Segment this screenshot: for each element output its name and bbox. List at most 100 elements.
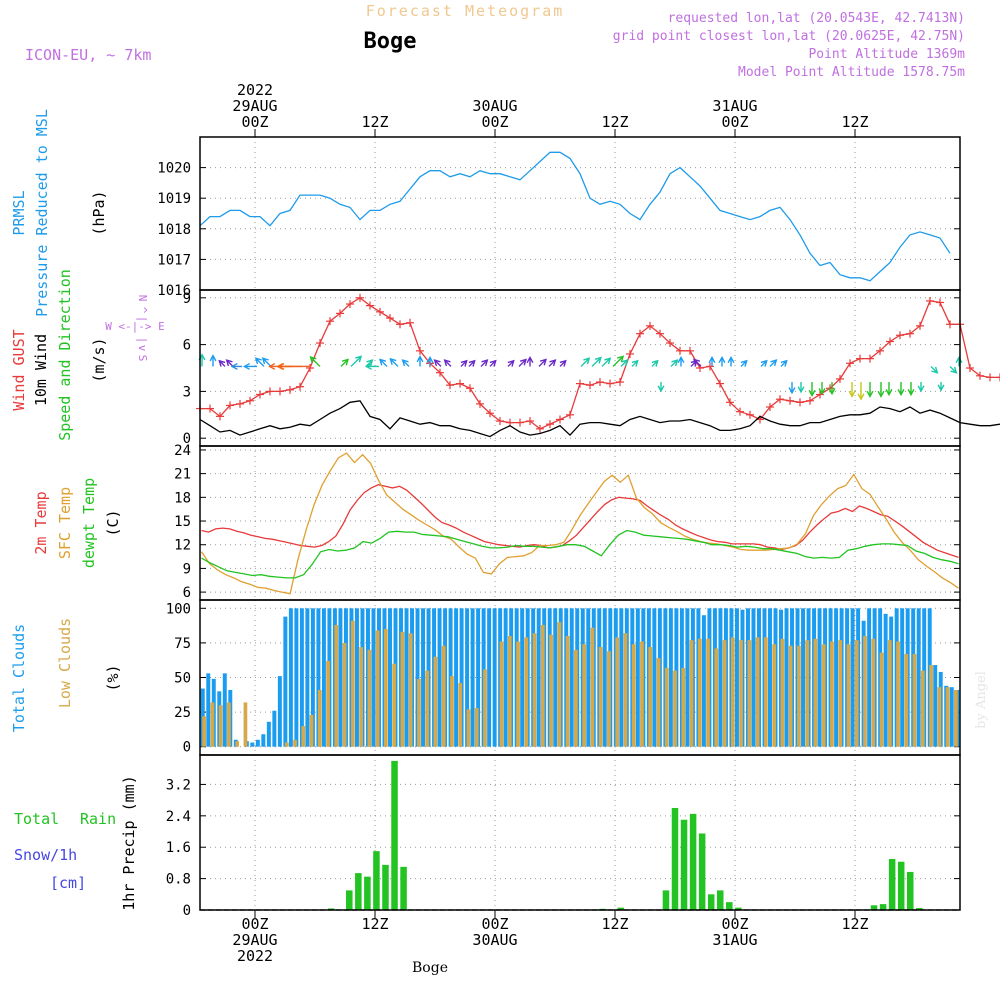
total-cloud-bar [668,608,673,747]
total-cloud-bar [421,608,426,747]
y-tick-label: 1020 [157,161,191,177]
low-cloud-label: Low Clouds [56,618,74,708]
rain-bar [707,894,715,910]
low-cloud-bar [722,640,727,747]
wind-arrow [601,357,611,367]
rain-bar [400,866,407,910]
low-cloud-bar [772,644,776,747]
low-cloud-bar [367,649,372,747]
wind-arrow-head [621,359,629,367]
total-cloud-bar [415,608,420,747]
low-cloud-bar [375,630,380,747]
wind-arrow-head [225,359,233,367]
wind-arrow-head [268,362,276,370]
temp-sfc-label: SFC Temp [56,487,74,559]
low-cloud-bar [846,644,851,747]
snow-unit: [cm] [50,874,86,892]
low-cloud-bar [805,640,810,747]
wind-arrow-head [760,359,768,367]
wind-arrow-head [261,357,269,365]
wind-dir-label: Speed and Direction [56,269,74,441]
low-cloud-bar [648,647,653,747]
time-label-bottom: 00Z [721,915,748,933]
total-cloud-bar [283,616,288,747]
total-cloud-bar [520,608,525,747]
wind-arrow-head [526,355,534,364]
y-tick-label: 9 [183,291,191,307]
compass-north: N [136,295,149,302]
low-cloud-bar [218,705,223,747]
rain-bar [888,858,896,910]
y-tick-label: 25 [174,705,191,721]
wind-arrow [379,359,388,367]
low-cloud-bar [499,641,504,747]
total-cloud-bar [272,710,277,747]
wind-arrow-head [489,359,497,367]
wind-arrow [620,359,628,367]
y-tick-label: 3.2 [166,777,191,793]
wind-gust-label: Wind GUST [10,329,28,410]
rain-bar [698,833,706,910]
low-cloud-bar [334,624,339,747]
watermark: by Angel [974,671,989,729]
y-tick-label: 1018 [157,222,191,238]
wind-arrow-head [808,389,816,398]
wind-arrow-head [309,355,317,363]
wind-arrow [949,365,957,374]
y-tick-label: 100 [166,601,191,617]
time-label-bottom: 30AUG [472,931,517,949]
low-cloud-bar [524,637,529,747]
wind-arrow [538,359,547,367]
y-tick-label: 75 [174,636,191,652]
total-cloud-bar [321,608,326,747]
total-cloud-bar [619,608,624,747]
grid-coords: grid point closest lon,lat (20.0625E, 42… [613,29,965,44]
total-cloud-bar [250,742,255,747]
low-cloud-bar [945,687,950,747]
wind-arrow-head [677,355,685,364]
rain-bar [680,819,688,910]
rain-bar [716,890,724,910]
total-cloud-bar [371,608,376,747]
rain-bar [662,890,670,910]
low-cloud-bar [450,676,454,747]
low-cloud-bar [904,653,909,747]
low-cloud-bar [706,638,710,747]
temp-sfc-line [200,452,959,595]
wind-arrow-head [583,357,591,365]
low-cloud-bar [309,714,314,747]
total-cloud-bar [299,608,304,747]
time-label-bottom: 12Z [601,915,628,933]
low-cloud-bar [582,644,586,747]
snow-label: Snow/1h [14,846,77,864]
wind-arrow-head [379,358,387,366]
cloud-unit: (%) [104,664,122,691]
low-cloud-bar [788,645,793,747]
y-tick-label: 15 [174,514,191,530]
total-cloud-bar [602,608,607,747]
low-cloud-bar [425,670,430,747]
low-cloud-bar [598,647,603,747]
wind-arrow-head [818,388,826,396]
wind-arrow [340,359,349,367]
low-cloud-bar [730,637,735,747]
y-tick-label: 9 [183,561,191,577]
wind-arrow-head [770,359,778,367]
wind-arrow-head [341,358,349,366]
time-label-bottom: 00Z [481,915,508,933]
low-cloud-bar [540,624,545,747]
time-label-top: 29AUG [232,97,277,115]
low-cloud-bar [854,640,859,747]
time-label-bottom: 12Z [841,915,868,933]
wind-arrow [226,359,234,367]
time-label-bottom: 31AUG [712,931,757,949]
wind-arrow [518,359,527,367]
time-label-top: 12Z [841,113,868,131]
total-cloud-bar [255,739,260,747]
wind-arrow [255,357,265,367]
y-tick-label: 1016 [157,283,191,299]
low-cloud-bar [202,716,206,747]
wind-arrow-head [657,385,665,393]
total-cloud-bar [850,608,855,747]
total-cloud-bar [222,673,227,747]
